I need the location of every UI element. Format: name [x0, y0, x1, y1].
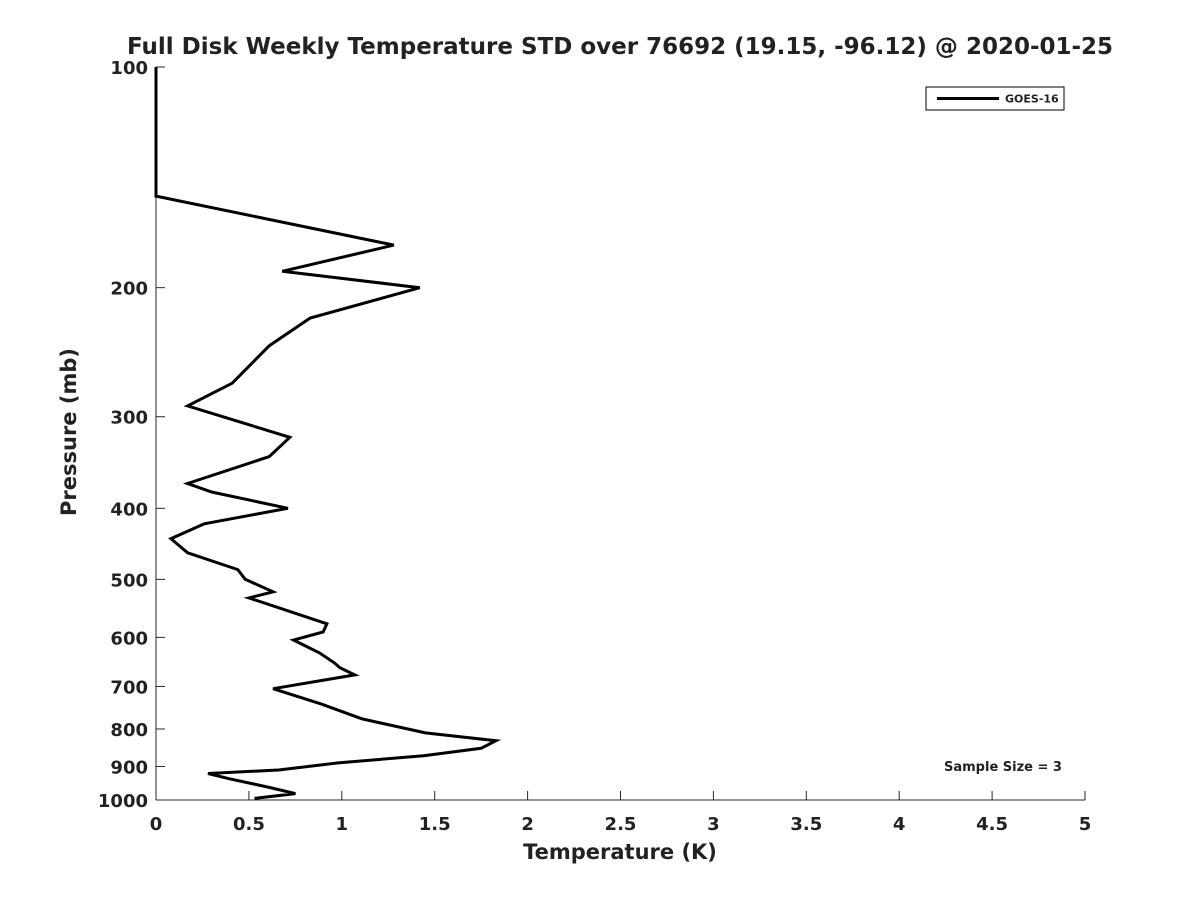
x-tick-label: 5	[1079, 814, 1092, 835]
x-tick-label: 1	[336, 814, 349, 835]
y-tick-label: 500	[110, 570, 148, 591]
x-tick-label: 4.5	[976, 814, 1008, 835]
sample-size-annotation: Sample Size = 3	[944, 760, 1062, 775]
y-tick-label: 300	[110, 408, 148, 429]
y-tick-label: 400	[110, 499, 148, 520]
x-tick-label: 0	[150, 814, 163, 835]
x-tick-label: 4	[893, 814, 906, 835]
x-axis-ticks: 0 0.5 1 1.5 2 2.5 3 3.5 4 4.5 5	[150, 791, 1092, 835]
chart-title: Full Disk Weekly Temperature STD over 76…	[127, 34, 1113, 60]
x-tick-label: 1.5	[419, 814, 451, 835]
x-tick-label: 0.5	[233, 814, 265, 835]
y-tick-label: 700	[110, 677, 148, 698]
y-axis-label: Pressure (mb)	[57, 348, 81, 516]
y-axis-ticks: 100 200 300 400 500 600 700 800 900 1000	[98, 58, 165, 812]
y-tick-label: 900	[110, 757, 148, 778]
series-line-goes-16	[154, 67, 502, 800]
legend: GOES-16	[925, 86, 1065, 111]
axes	[155, 67, 1085, 801]
x-tick-label: 2	[521, 814, 534, 835]
x-axis-label: Temperature (K)	[523, 840, 717, 864]
y-tick-label: 100	[110, 58, 148, 79]
x-tick-label: 3	[707, 814, 720, 835]
y-tick-label: 600	[110, 628, 148, 649]
x-tick-label: 2.5	[605, 814, 637, 835]
y-tick-label: 1000	[98, 791, 148, 812]
y-tick-label: 800	[110, 720, 148, 741]
y-tick-label: 200	[110, 279, 148, 300]
legend-label-goes-16: GOES-16	[1005, 93, 1059, 106]
x-tick-label: 3.5	[790, 814, 822, 835]
series-lines	[154, 67, 502, 800]
